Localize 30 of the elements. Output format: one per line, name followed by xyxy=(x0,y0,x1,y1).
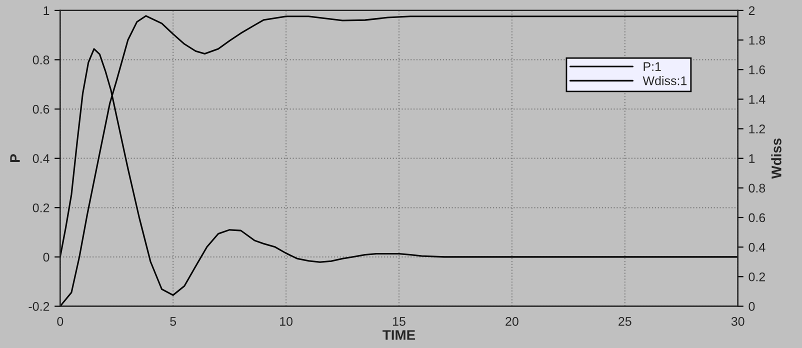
y2-tick-label: 1.6 xyxy=(749,65,766,74)
y2-tick-label: 1 xyxy=(749,154,755,163)
y2-tick-label: 1.4 xyxy=(749,95,766,104)
legend-label: Wdiss:1 xyxy=(642,76,687,86)
y2-axis-title: Wdiss xyxy=(771,138,782,179)
y2-tick-label: 0.6 xyxy=(748,213,766,222)
y-axis-title: P xyxy=(10,154,20,162)
x-tick-label: 5 xyxy=(170,317,176,326)
y2-tick-label: 1.8 xyxy=(749,36,766,45)
y-tick-label: 0.2 xyxy=(32,203,50,212)
y2-tick-label: 2 xyxy=(748,6,755,15)
y-tick-label: 0.4 xyxy=(32,154,50,163)
x-tick-label: 15 xyxy=(392,317,406,326)
y-tick-label: -0.2 xyxy=(28,302,50,311)
y-tick-label: 0.6 xyxy=(32,104,50,114)
y2-tick-label: 0.2 xyxy=(748,272,766,282)
x-tick-label: 10 xyxy=(280,316,293,326)
y-tick-label: 1 xyxy=(44,6,50,15)
y-tick-label: 0.8 xyxy=(32,56,50,64)
x-tick-label: 0 xyxy=(57,316,64,326)
y2-tick-label: 0.8 xyxy=(748,184,766,193)
y2-tick-label: 0.4 xyxy=(748,242,766,252)
x-tick-label: 30 xyxy=(731,316,744,326)
y2-tick-label: 0 xyxy=(748,302,755,311)
x-tick-label: 25 xyxy=(618,316,632,326)
y2-tick-label: 1.2 xyxy=(749,124,766,134)
y-tick-label: 0 xyxy=(43,252,50,262)
x-axis-title: TIME xyxy=(382,330,416,340)
x-tick-label: 20 xyxy=(506,316,518,326)
legend-label: P:1 xyxy=(644,62,661,71)
